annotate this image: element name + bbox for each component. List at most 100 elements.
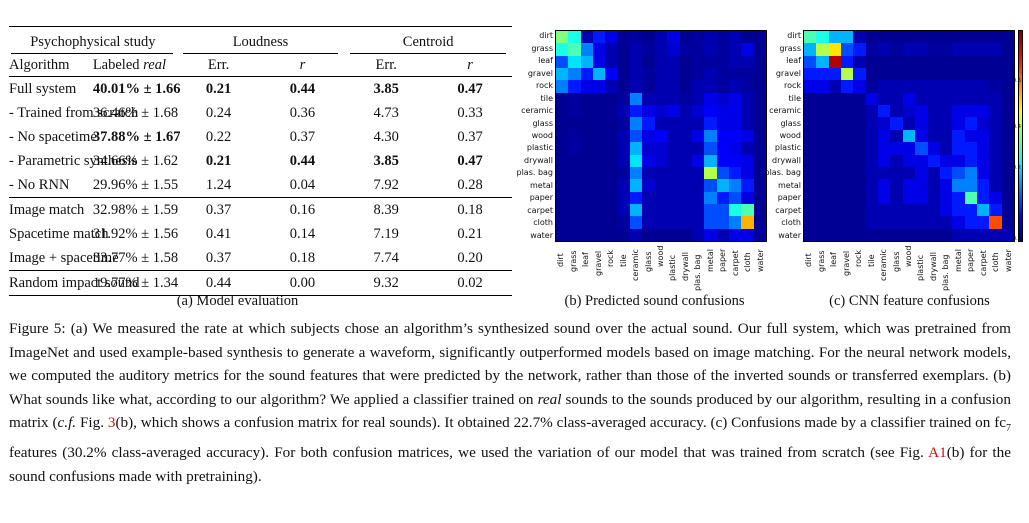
heatmap-cell xyxy=(989,179,1002,192)
heatmap-cell xyxy=(1001,142,1014,155)
heatmap-cell xyxy=(816,142,829,155)
heatmap-cell xyxy=(679,203,692,217)
heatmap-cell xyxy=(890,166,903,180)
heatmap-cell xyxy=(976,31,990,44)
heatmap-cell xyxy=(630,216,643,229)
column-label: drywall xyxy=(928,252,938,282)
heatmap-cell xyxy=(679,228,692,241)
heatmap-cell xyxy=(741,80,754,93)
heatmap-cell xyxy=(841,216,854,229)
heatmap-cell xyxy=(939,142,953,155)
heatmap-cell xyxy=(593,68,606,81)
heatmap-cell xyxy=(568,228,581,241)
column-label: tile xyxy=(618,254,628,267)
row-label: leaf xyxy=(538,56,553,66)
heatmap-cell xyxy=(828,179,842,192)
heatmap-cell xyxy=(741,216,754,229)
heatmap-cell xyxy=(568,31,581,44)
heatmap-cell xyxy=(728,92,742,106)
heatmap-cell xyxy=(654,216,668,229)
heatmap-cell xyxy=(878,117,891,130)
heatmap-cell xyxy=(691,166,705,180)
table-row: Spacetime match 31.92% ± 1.56 0.41 0.14 … xyxy=(9,222,512,246)
heatmap-cell xyxy=(915,191,928,204)
heatmap-cell xyxy=(1001,216,1014,229)
heatmap-cell xyxy=(902,216,916,229)
heatmap-cell xyxy=(902,228,916,241)
heatmap-cell xyxy=(902,31,916,44)
heatmap-cell xyxy=(667,43,680,56)
heatmap-cell xyxy=(642,154,655,167)
heatmap-cell xyxy=(816,203,829,217)
row-loudness-err: 0.21 xyxy=(176,76,261,101)
heatmap-cell xyxy=(865,105,879,118)
figure-caption: Figure 5: (a) We measured the rate at wh… xyxy=(9,317,1011,488)
row-centroid-err: 7.92 xyxy=(373,177,399,193)
heatmap-cell xyxy=(753,228,766,241)
heatmap-cell xyxy=(654,55,668,69)
heatmap-cell xyxy=(580,179,594,192)
heatmap-cell xyxy=(580,203,594,217)
heatmap-cell xyxy=(853,117,866,130)
table-column-header-row: Algorithm Labeled real Err. r Err. r xyxy=(9,54,512,77)
heatmap-cell xyxy=(902,68,916,81)
heatmap-cell xyxy=(667,68,680,81)
heatmap-cell xyxy=(902,92,916,106)
heatmap-cell xyxy=(704,80,717,93)
heatmap-cell xyxy=(741,191,754,204)
heatmap-cell xyxy=(964,142,977,155)
heatmap-cell xyxy=(716,129,729,143)
heatmap-cell xyxy=(679,55,692,69)
heatmap-cell xyxy=(741,129,754,143)
colorbar-tick: 0.2 xyxy=(1013,165,1021,171)
heatmap-cell xyxy=(667,80,680,93)
heatmap-cell xyxy=(741,43,754,56)
real-italic-text: real xyxy=(143,57,166,73)
heatmap-cell xyxy=(939,31,953,44)
heatmap-cell xyxy=(1001,43,1014,56)
heatmap-cell xyxy=(878,216,891,229)
heatmap-cell xyxy=(976,105,990,118)
heatmap-cell xyxy=(816,129,829,143)
heatmap-cell xyxy=(1001,129,1014,143)
heatmap-cell xyxy=(865,68,879,81)
column-label: leaf xyxy=(829,251,839,267)
heatmap-cell xyxy=(654,68,668,81)
heatmap-cell xyxy=(667,166,680,180)
heatmap-cell xyxy=(704,31,717,44)
heatmap-cell xyxy=(753,105,766,118)
colorbar-tick: 0.0 xyxy=(1013,236,1021,242)
column-label: metal xyxy=(705,248,715,272)
loudness-err-header: Err. xyxy=(207,57,230,73)
row-labeled: 29.96% ± 1.55 xyxy=(92,177,179,193)
heatmap-cell xyxy=(853,105,866,118)
heatmap-cell xyxy=(728,105,742,118)
column-label: rock xyxy=(606,249,616,267)
heatmap-cell xyxy=(890,43,903,56)
heatmap-cell xyxy=(605,228,618,241)
heatmap-cell xyxy=(679,142,692,155)
heatmap-cell xyxy=(964,216,977,229)
column-label: grass xyxy=(568,249,578,272)
heatmap-cell xyxy=(667,228,680,241)
figure-a1-link[interactable]: A1 xyxy=(928,444,947,461)
heatmap-cell xyxy=(902,55,916,69)
row-label: glass xyxy=(780,118,801,128)
column-label: carpet xyxy=(730,250,740,277)
column-label: drywall xyxy=(680,252,690,282)
heatmap-cell xyxy=(642,216,655,229)
column-label: dirt xyxy=(804,252,814,267)
centroid-err-header: Err. xyxy=(375,57,397,73)
heatmap-cell xyxy=(568,154,581,167)
heatmap-cell xyxy=(617,80,631,93)
heatmap-cell xyxy=(753,43,766,56)
heatmap-cell xyxy=(976,142,990,155)
heatmap-cell xyxy=(915,105,928,118)
row-loudness-r: 0.14 xyxy=(289,226,316,242)
figure-3-link[interactable]: 3 xyxy=(107,414,116,432)
heatmap-cell xyxy=(964,117,977,130)
heatmap-cell xyxy=(952,166,965,180)
heatmap-cell xyxy=(605,117,618,130)
heatmap-cell xyxy=(878,43,891,56)
row-algorithm: - Trained from scratch xyxy=(9,105,139,121)
